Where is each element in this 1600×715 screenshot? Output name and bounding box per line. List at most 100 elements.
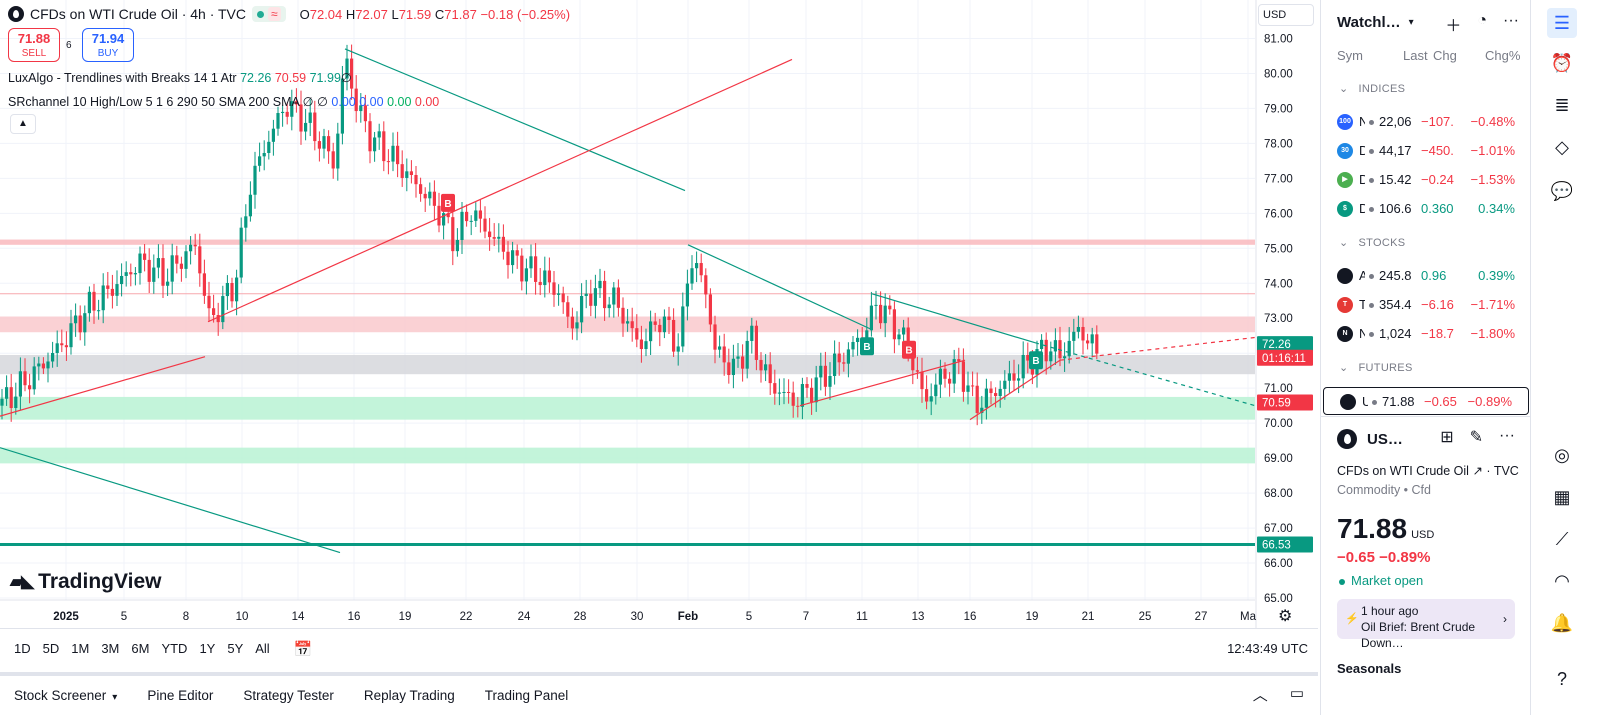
more-options-icon[interactable]: ··· — [1503, 12, 1519, 29]
goto-date-calendar-icon[interactable]: 📅 — [293, 640, 313, 658]
candle-body — [189, 244, 193, 252]
watchlist-row[interactable]: ▶ D 15.42 −0.24 −1.53% — [1321, 166, 1531, 194]
advanced-view-icon[interactable]: ◔ — [1477, 12, 1488, 29]
section-futures[interactable]: ⌄ FUTURES — [1339, 362, 1413, 374]
candle-body — [782, 391, 786, 393]
sell-button[interactable]: 71.88 SELL — [8, 28, 60, 62]
news-card[interactable]: ⚡ 1 hour ago Oil Brief: Brent Crude Down… — [1337, 599, 1515, 650]
candle-body — [156, 258, 160, 268]
detail-symbol[interactable]: US… — [1367, 430, 1403, 448]
section-indices[interactable]: ⌄ INDICES — [1339, 83, 1406, 95]
candle-body — [202, 273, 206, 296]
time-tick-label: 10 — [236, 611, 249, 623]
tab-stock-screener[interactable]: Stock Screener ▾ — [14, 688, 118, 703]
range-5d[interactable]: 5D — [42, 641, 60, 656]
object-tree-icon[interactable]: ≣ — [1554, 95, 1570, 115]
row-symbol: DX — [1359, 201, 1365, 216]
candle-body — [759, 359, 763, 371]
tab-trading-panel[interactable]: Trading Panel — [484, 688, 569, 703]
utc-clock[interactable]: 12:43:49 UTC — [1227, 641, 1308, 656]
status-dot-icon — [1369, 149, 1374, 154]
candle-body — [966, 385, 970, 392]
range-ytd[interactable]: YTD — [161, 641, 188, 656]
watchlist-row[interactable]: T T 354.4 −6.16 −1.71% — [1321, 291, 1531, 319]
col-sym[interactable]: Sym — [1337, 48, 1363, 63]
tab-pine-editor[interactable]: Pine Editor — [147, 688, 214, 703]
chart-settings-gear-icon[interactable]: ⚙ — [1278, 608, 1293, 625]
range-1y[interactable]: 1Y — [199, 641, 216, 656]
tab-replay-trading[interactable]: Replay Trading — [363, 688, 455, 703]
section-stocks[interactable]: ⌄ STOCKS — [1339, 237, 1406, 249]
col-chg-pct[interactable]: Chg% — [1485, 48, 1521, 63]
indicator-luxalgo[interactable]: LuxAlgo - Trendlines with Breaks 14 1 At… — [8, 71, 352, 85]
range-5y[interactable]: 5Y — [227, 641, 244, 656]
notifications-bell-icon[interactable]: 🔔 — [1550, 613, 1574, 633]
candle-body — [350, 58, 354, 89]
candle-body — [428, 191, 432, 199]
market-status[interactable]: ≈ — [252, 6, 286, 22]
more-options-icon[interactable]: ··· — [1499, 427, 1515, 444]
watchlist-row[interactable]: N N 1,024 −18.7 −1.80% — [1321, 320, 1531, 348]
add-symbol-icon[interactable]: ＋ — [1445, 18, 1462, 35]
watchlist-row[interactable]: 30 D 44,17 −450. −1.01% — [1321, 137, 1531, 165]
candle-body — [492, 237, 496, 239]
range-1d[interactable]: 1D — [14, 641, 31, 656]
symbol-title[interactable]: CFDs on WTI Crude Oil · 4h · TVC — [30, 6, 247, 22]
collapse-indicators-button[interactable]: ▲ — [10, 114, 36, 134]
candle-body — [874, 304, 878, 306]
candle-body — [1053, 340, 1057, 352]
watchlist-title[interactable]: Watchl… — [1337, 13, 1401, 31]
price-chart[interactable]: B B B B 81.00 80.00 79.00 78.00 77.00 76.00 75.00 7… — [0, 0, 1318, 628]
trendline-down — [0, 447, 341, 554]
range-6m[interactable]: 6M — [131, 641, 150, 656]
row-change-pct: −1.80% — [1470, 326, 1515, 341]
chevron-down-icon[interactable]: ▾ — [1408, 16, 1414, 28]
watchlist-icon[interactable]: ☰ — [1547, 8, 1577, 38]
alerts-clock-icon[interactable]: ⏰ — [1550, 53, 1574, 73]
pine-screener-icon[interactable]: ⟋ — [1555, 529, 1569, 549]
range-all[interactable]: All — [255, 641, 270, 656]
calendar-icon[interactable]: ▦ — [1553, 487, 1571, 507]
candle-body — [920, 371, 924, 390]
candle-body — [644, 341, 648, 350]
watchlist-row[interactable]: 100 N 22,06 −107. −0.48% — [1321, 108, 1531, 136]
candle-body — [561, 293, 565, 303]
chart-area[interactable]: B B B B 81.00 80.00 79.00 78.00 77.00 76.00 75.00 7… — [0, 0, 1318, 640]
edit-note-icon[interactable]: ✎ — [1469, 429, 1484, 446]
candle-body — [216, 315, 220, 323]
time-tick-label: 16 — [964, 611, 977, 623]
candle-body — [1040, 339, 1044, 350]
candle-body — [1003, 380, 1007, 389]
candle-body — [676, 346, 680, 352]
price-label-bg — [1257, 336, 1313, 353]
candle-body — [1067, 340, 1071, 357]
range-3m[interactable]: 3M — [101, 641, 120, 656]
candle-body — [488, 231, 492, 238]
indicator-srchannel[interactable]: SRchannel 10 High/Low 5 1 6 290 50 SMA 2… — [8, 95, 440, 109]
tab-strategy-tester[interactable]: Strategy Tester — [243, 688, 334, 703]
candle-body — [681, 306, 685, 347]
help-icon[interactable]: ? — [1556, 669, 1567, 689]
time-tick-label: 25 — [1139, 611, 1152, 623]
layers-icon[interactable]: ◇ — [1555, 137, 1569, 157]
currency-selector[interactable]: USD — [1258, 4, 1314, 26]
tradingview-logo[interactable]: ▰◣ TradingView — [10, 570, 162, 593]
candle-body — [938, 368, 942, 385]
maximize-panel-icon[interactable]: ▭ — [1289, 685, 1304, 702]
buy-button[interactable]: 71.94 BUY — [82, 28, 134, 62]
price-tick-label: 77.00 — [1264, 173, 1293, 185]
range-1m[interactable]: 1M — [71, 641, 90, 656]
col-chg[interactable]: Chg — [1433, 48, 1457, 63]
grid-layout-icon[interactable]: ⊞ — [1440, 429, 1454, 446]
watchlist-row[interactable]: $ DX 106.6 0.360 0.34% — [1321, 195, 1531, 223]
watchlist-row[interactable]: A 245.8 0.96 0.39% — [1321, 262, 1531, 290]
external-link-icon[interactable]: ↗ — [1472, 464, 1483, 478]
ideas-icon[interactable]: ◎ — [1554, 445, 1570, 465]
watchlist-row[interactable]: US 71.88 −0.65 −0.89% — [1323, 387, 1529, 415]
col-last[interactable]: Last — [1403, 48, 1428, 63]
candle-body — [998, 388, 1002, 397]
chevron-up-icon[interactable]: ︿ — [1252, 687, 1268, 704]
chat-icon[interactable]: 💬 — [1550, 181, 1574, 201]
candle-body — [791, 392, 795, 406]
stream-icon[interactable]: ◠ — [1554, 571, 1570, 591]
